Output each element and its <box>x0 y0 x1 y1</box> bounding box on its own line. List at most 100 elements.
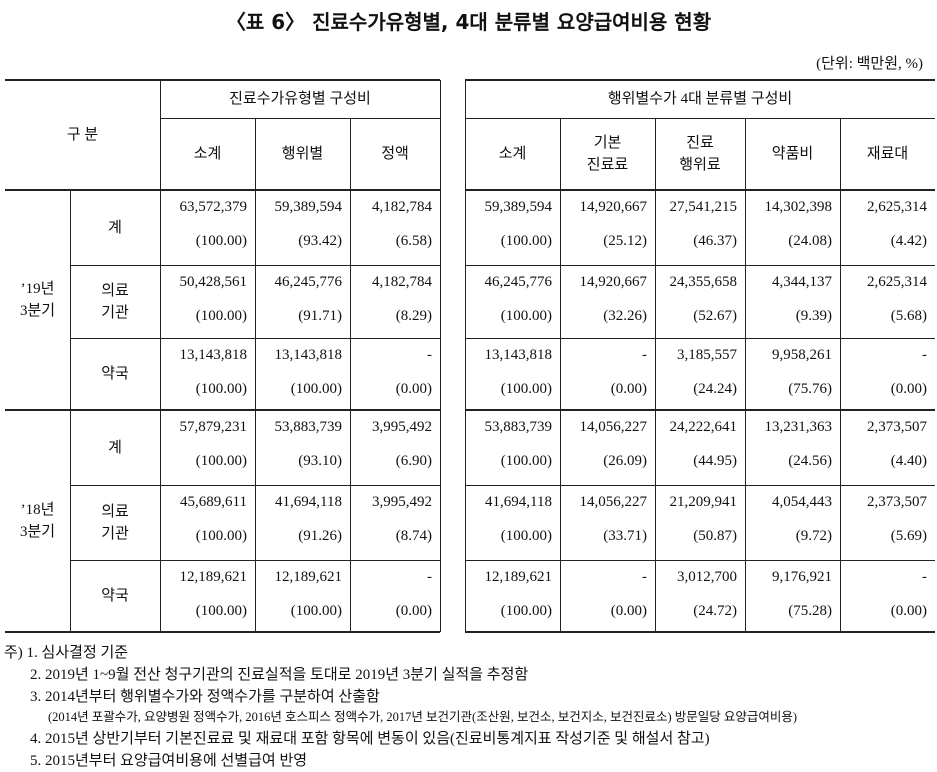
rule <box>5 409 440 411</box>
cell-percent: (75.76) <box>788 381 832 397</box>
cell-percent: (4.40) <box>890 453 927 469</box>
cell-amount: 14,920,667 <box>579 274 648 290</box>
cell-percent: (0.00) <box>610 381 647 397</box>
column-header: 기본 진료료 <box>586 135 629 173</box>
cell-amount: 4,054,443 <box>772 494 832 510</box>
cell-percent: (8.74) <box>395 528 432 544</box>
cell-percent: (24.24) <box>693 381 737 397</box>
column-header: 진료 행위료 <box>679 135 721 173</box>
rule <box>465 560 935 561</box>
title: 〈표 6〉 진료수가유형별, 4대 분류별 요양급여비용 현황 <box>225 10 712 34</box>
cell-amount: - <box>427 569 432 585</box>
cell-amount: 13,143,818 <box>484 347 553 363</box>
group-header: 진료수가유형별 구성비 <box>229 91 371 107</box>
cell-amount: - <box>427 347 432 363</box>
rule <box>465 80 466 632</box>
cell-amount: 21,209,941 <box>669 494 738 510</box>
cell-percent: (100.00) <box>500 308 552 324</box>
cell-amount: 9,958,261 <box>772 347 832 363</box>
row-label: 계 <box>108 219 122 236</box>
cell-amount: 24,222,641 <box>669 419 738 435</box>
cell-amount: 3,995,492 <box>372 494 432 510</box>
cell-percent: (91.71) <box>298 308 342 324</box>
cell-percent: (4.42) <box>890 233 927 249</box>
unit: (단위: 백만원, %) <box>816 56 923 72</box>
rule <box>5 189 440 191</box>
cell-amount: 12,189,621 <box>179 569 248 585</box>
cell-percent: (100.00) <box>195 381 247 397</box>
cell-amount: 14,056,227 <box>579 419 648 435</box>
cell-percent: (0.00) <box>890 381 927 397</box>
cell-percent: (0.00) <box>395 603 432 619</box>
rule <box>560 118 561 632</box>
cell-amount: 41,694,118 <box>275 494 342 510</box>
cell-percent: (100.00) <box>500 603 552 619</box>
cell-percent: (100.00) <box>195 453 247 469</box>
cell-amount: 57,879,231 <box>179 419 248 435</box>
column-header: 약품비 <box>771 146 814 162</box>
rule <box>465 118 935 119</box>
group-header: 행위별수가 4대 분류별 구성비 <box>607 91 793 107</box>
cell-percent: (8.29) <box>395 308 432 324</box>
cell-amount: 53,883,739 <box>484 419 553 435</box>
cell-amount: 14,302,398 <box>764 199 833 215</box>
cell-amount: 2,373,507 <box>867 419 927 435</box>
cell-percent: (75.28) <box>788 603 832 619</box>
rule <box>465 631 935 633</box>
note: 4. 2015년 상반기부터 기본진료료 및 재료대 포함 항목에 변동이 있음… <box>30 731 710 747</box>
cell-percent: (6.90) <box>395 453 432 469</box>
period-label: ’18년 3분기 <box>19 502 56 540</box>
cell-amount: - <box>642 347 647 363</box>
cell-percent: (32.26) <box>603 308 647 324</box>
cell-percent: (26.09) <box>603 453 647 469</box>
cell-amount: - <box>922 569 927 585</box>
rule <box>70 190 71 632</box>
column-header: 행위별 <box>281 146 324 162</box>
rule <box>465 409 935 411</box>
rule <box>465 79 935 81</box>
corner-header: 구 분 <box>66 127 99 143</box>
cell-amount: 59,389,594 <box>484 199 553 215</box>
note: 5. 2015년부터 요양급여비용에 선별급여 반영 <box>30 753 308 769</box>
cell-percent: (5.69) <box>890 528 927 544</box>
note: (2014년 포괄수가, 요양병원 정액수가, 2016년 호스피스 정액수가,… <box>48 710 798 724</box>
cell-amount: 13,143,818 <box>274 347 343 363</box>
cell-percent: (50.87) <box>693 528 737 544</box>
note: 3. 2014년부터 행위별수가와 정액수가를 구분하여 산출함 <box>30 689 380 705</box>
cell-percent: (0.00) <box>395 381 432 397</box>
row-label: 계 <box>108 439 122 456</box>
cell-amount: 13,231,363 <box>764 419 833 435</box>
cell-percent: (100.00) <box>195 528 247 544</box>
cell-amount: 14,920,667 <box>579 199 648 215</box>
cell-amount: 41,694,118 <box>485 494 552 510</box>
cell-percent: (100.00) <box>500 381 552 397</box>
cell-percent: (100.00) <box>195 308 247 324</box>
cell-percent: (0.00) <box>610 603 647 619</box>
rule <box>465 338 935 339</box>
cell-percent: (44.95) <box>693 453 737 469</box>
cell-amount: 4,182,784 <box>372 274 432 290</box>
cell-percent: (33.71) <box>603 528 647 544</box>
cell-amount: 4,344,137 <box>772 274 832 290</box>
cell-percent: (100.00) <box>290 603 342 619</box>
cell-percent: (93.42) <box>298 233 342 249</box>
cell-percent: (93.10) <box>298 453 342 469</box>
cell-amount: 14,056,227 <box>579 494 648 510</box>
cell-percent: (24.08) <box>788 233 832 249</box>
rule <box>160 118 440 119</box>
cell-percent: (9.72) <box>795 528 832 544</box>
column-header: 재료대 <box>866 146 909 162</box>
rule <box>465 485 935 486</box>
cell-percent: (46.37) <box>693 233 737 249</box>
cell-amount: 3,012,700 <box>677 569 737 585</box>
cell-percent: (100.00) <box>195 603 247 619</box>
column-header: 정액 <box>381 146 409 162</box>
cell-amount: 12,189,621 <box>484 569 553 585</box>
rule <box>350 118 351 632</box>
cell-percent: (100.00) <box>195 233 247 249</box>
cell-amount: 2,625,314 <box>867 274 927 290</box>
note: 주) 1. 심사결정 기준 <box>4 645 129 661</box>
row-label: 의료 기관 <box>101 503 129 542</box>
rule <box>465 265 935 266</box>
